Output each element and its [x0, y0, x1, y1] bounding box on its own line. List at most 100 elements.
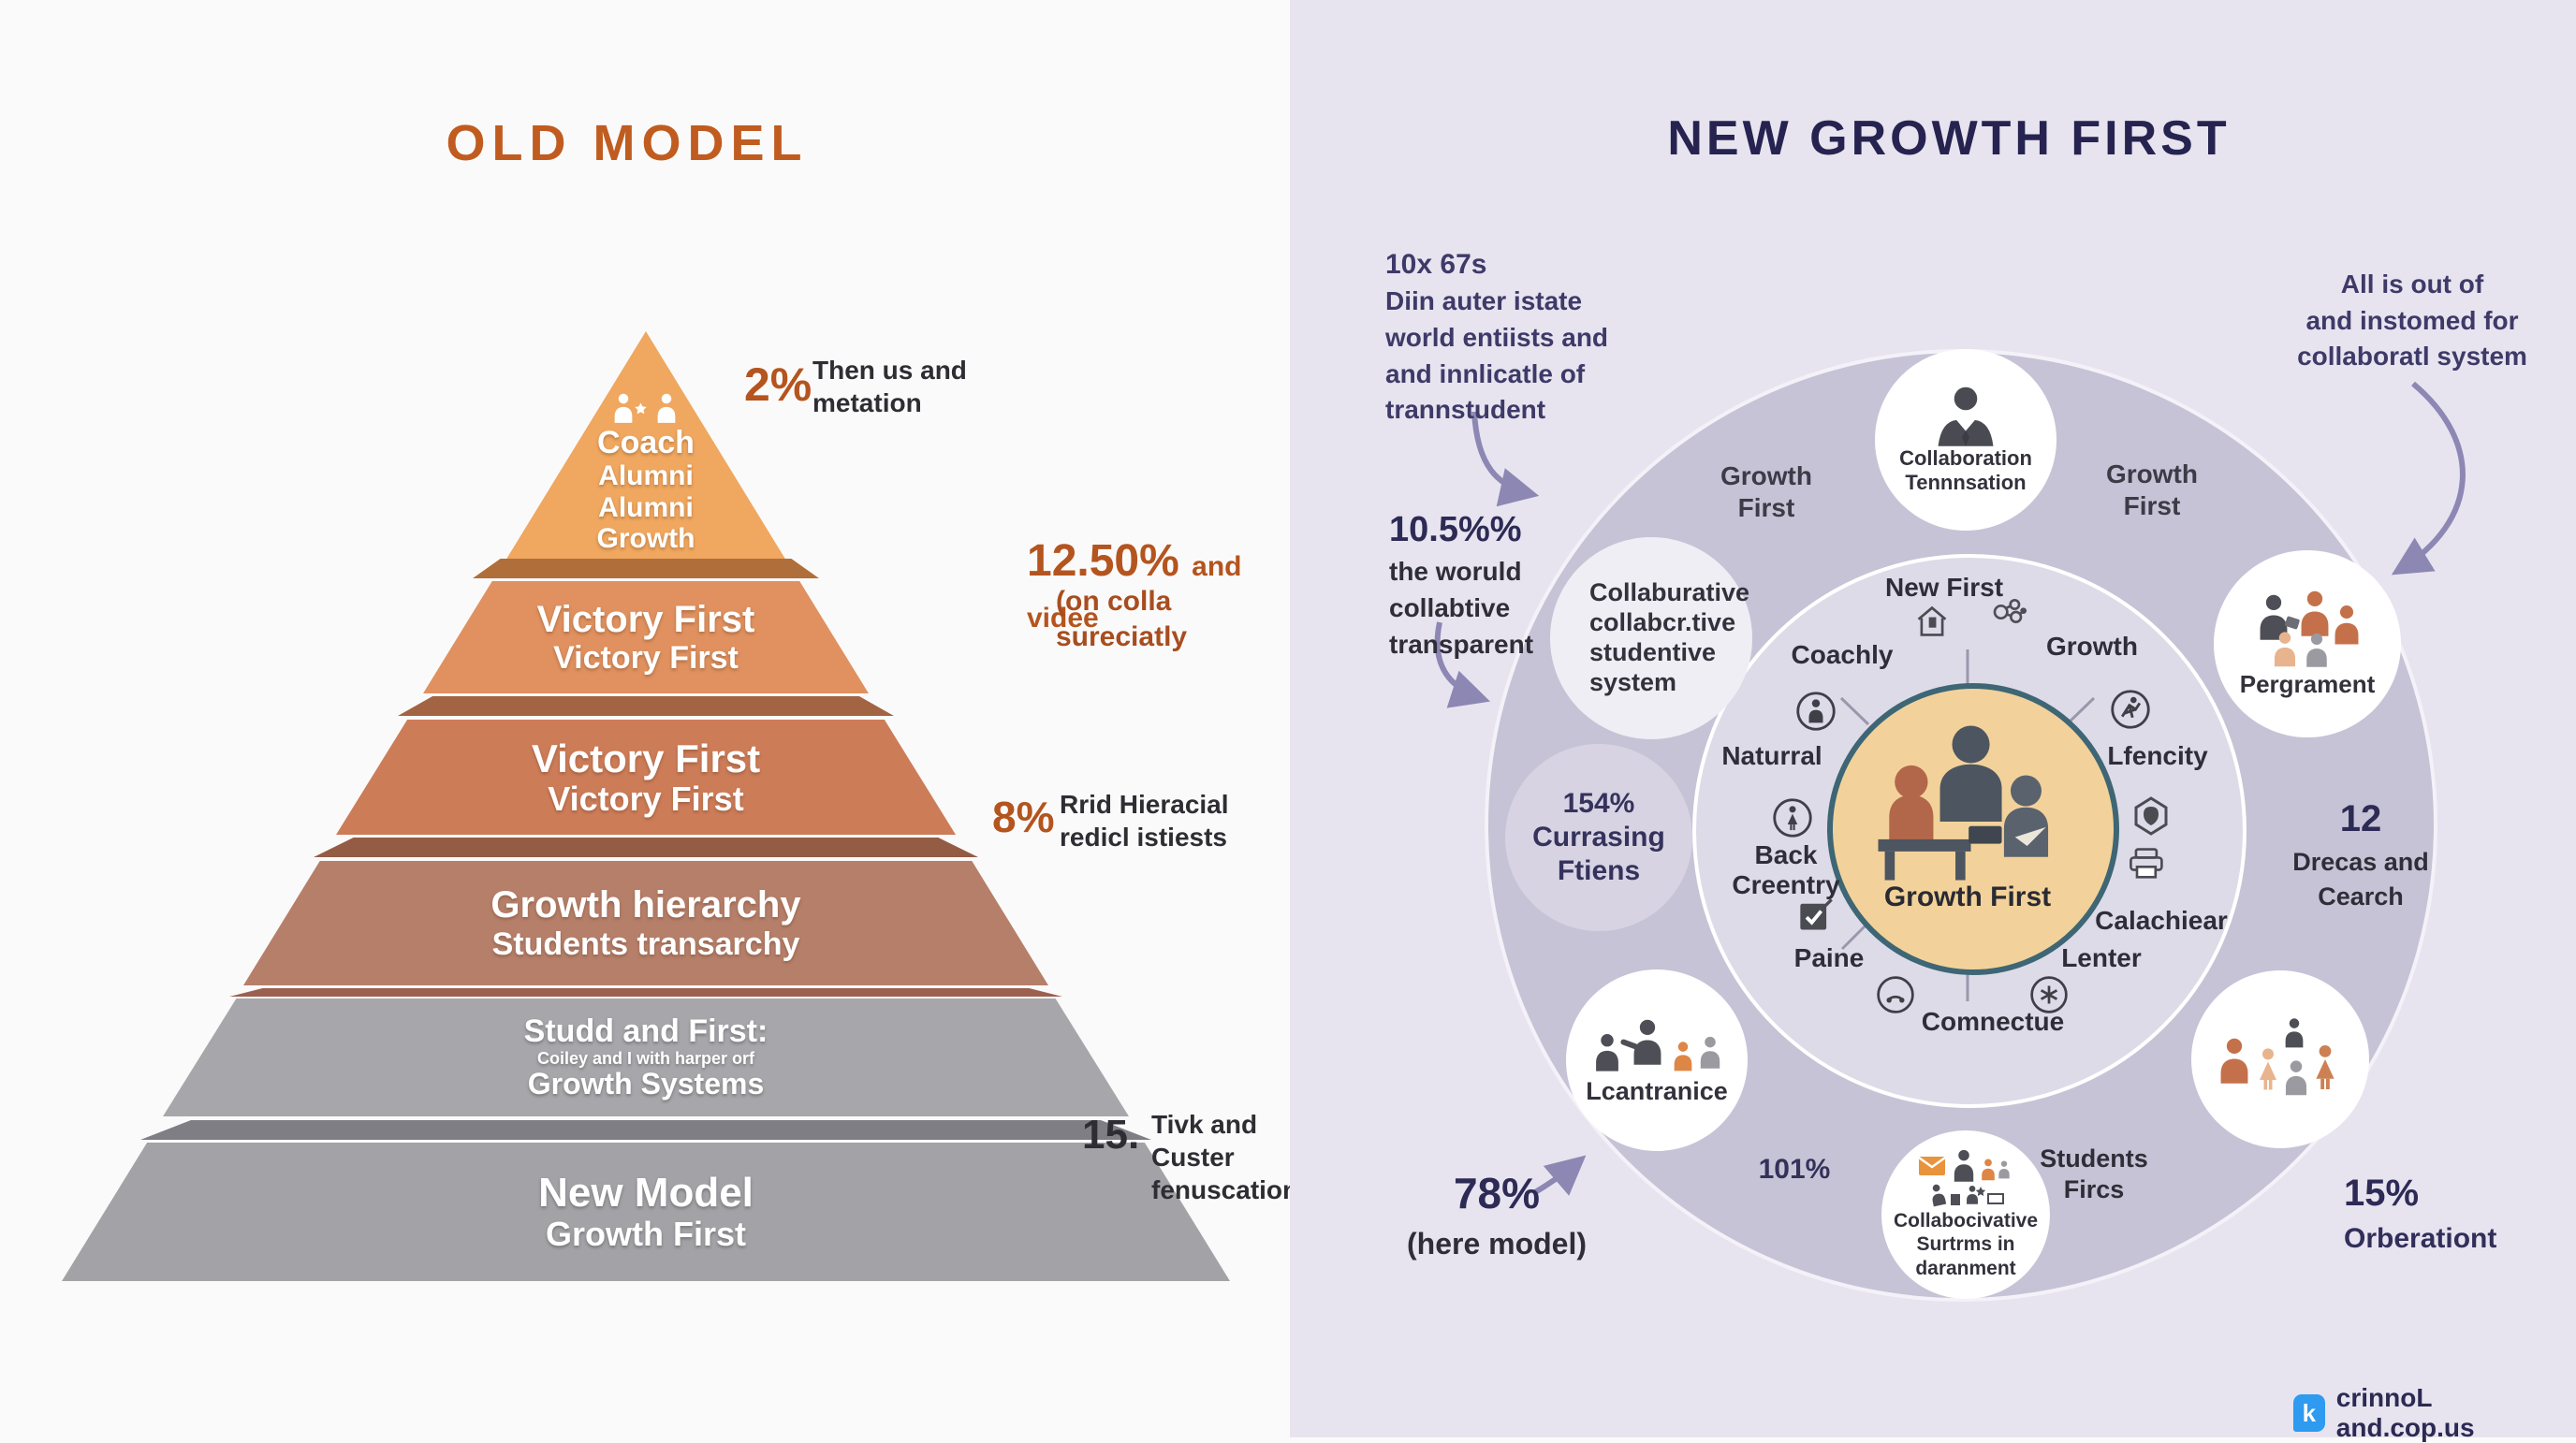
- annotation-line: Tivk and Custer: [1151, 1110, 1258, 1172]
- circle-label-line: daranment: [1915, 1257, 2016, 1279]
- circle-label-line: collabcr.tive: [1589, 608, 1736, 637]
- note-line: trannstudent: [1385, 395, 1546, 425]
- tier-line: Alumni: [598, 460, 694, 492]
- annotation-line: Then us and: [812, 356, 967, 385]
- circle-label-line: Surtrms in: [1916, 1233, 2015, 1256]
- inner-label-back-creentry: Back Creentry: [1720, 840, 1852, 900]
- new-growth-first-title: NEW GROWTH FIRST: [1667, 111, 2231, 166]
- family-group-icon: [2220, 1018, 2334, 1096]
- note-value: 10.5%%: [1389, 510, 1522, 549]
- tier-line: Growth: [596, 523, 695, 555]
- note-value: 78%: [1453, 1169, 1541, 1217]
- note-heading: 10x 67s: [1385, 249, 1487, 280]
- circle-label-line: system: [1589, 667, 1677, 696]
- collaborative-system-circle: Collaburative collabcr.tive studentive s…: [1550, 537, 1752, 739]
- annotation-line: metation: [812, 388, 922, 417]
- note-line: All is out of: [2340, 270, 2484, 299]
- tier-line: Alumni: [598, 491, 694, 523]
- inner-label-coachly: Coachly: [1791, 640, 1894, 669]
- team-at-desk-icon: [1878, 725, 2049, 881]
- note-line: Diin auter istate: [1385, 286, 1583, 316]
- pyramid-separator: [398, 696, 894, 716]
- asterisk-icon: [2030, 976, 2068, 1013]
- pyramid-tier-5: Studd and First: Coiley and I with harpe…: [163, 998, 1129, 1116]
- ring-label-101: 101%: [1758, 1154, 1831, 1185]
- note-value: 15%: [2344, 1173, 2420, 1214]
- annotation-line: (on colla sureciatly: [1056, 586, 1188, 652]
- circle-label: Pergrament: [2239, 669, 2376, 698]
- inner-label-lfencity: Lfencity: [2107, 741, 2208, 770]
- ring-label-line: Growth: [1720, 461, 1812, 490]
- annotation-text: Then us and metation: [812, 354, 967, 419]
- hexagon-icon: [2134, 796, 2168, 836]
- ring-label-line: Fircs: [2063, 1174, 2125, 1203]
- pyramid-separator: [140, 1120, 1151, 1140]
- pyramid-tier-6: New Model Growth First: [62, 1143, 1230, 1281]
- inner-label-comnectue: Comnectue: [1921, 1007, 2065, 1036]
- collaboration-circle-top: Collaboration Tennnsation: [1875, 349, 2056, 531]
- curved-arrow: [1434, 381, 2466, 1196]
- note-line: world entiists and: [1385, 323, 1609, 353]
- inner-label-naturral: Naturral: [1721, 741, 1822, 770]
- tier-line: Victory First: [531, 736, 761, 780]
- tier-line: Students transarchy: [491, 926, 800, 962]
- pyramid-separator: [314, 838, 978, 857]
- note-line: collaboratl system: [2297, 342, 2527, 372]
- circle-label-line: Collaburative: [1589, 578, 1750, 607]
- circle-label-line: Collabocivative: [1893, 1210, 2039, 1232]
- ring-label-growth-first-right: Growth First: [2082, 459, 2222, 522]
- lcantranice-circle: Lcantranice: [1566, 969, 1748, 1151]
- annotation-value: 2%: [744, 358, 812, 411]
- note-line: transparent: [1389, 629, 1534, 659]
- tier-line: Coach: [597, 425, 695, 461]
- checklist-icon: [1800, 898, 1833, 930]
- people-group-icon: [2260, 590, 2359, 667]
- family-icon: [1596, 1019, 1720, 1071]
- ring-label-line: Students: [2040, 1144, 2148, 1173]
- circle-label-line: Tennnsation: [1905, 471, 2027, 494]
- circle-label: Lcantranice: [1586, 1076, 1728, 1105]
- pyramid-tier-2: Victory First Victory First: [423, 581, 869, 693]
- pergrament-circle: Pergrament: [2214, 550, 2401, 737]
- pyramid-separator: [473, 559, 819, 578]
- tier-line: New Model: [538, 1170, 754, 1217]
- annotation-value: 15.: [1082, 1112, 1140, 1158]
- tier-line: Victory First: [553, 640, 739, 677]
- pyramid-tier-3: Victory First Victory First: [336, 720, 956, 835]
- molecule-icon: [1993, 599, 2027, 623]
- annotation-text: Rrid Hieracial redicl istiests: [1060, 788, 1229, 853]
- old-model-title: OLD MODEL: [446, 115, 809, 171]
- printer-icon: [2130, 848, 2163, 879]
- annotation-suffix: and videe: [1027, 551, 1242, 634]
- arrows-layer: [1434, 381, 2466, 1196]
- note-right-side: 12 Drecas and Cearch: [2281, 794, 2440, 915]
- tier-line: Growth hierarchy: [490, 884, 801, 926]
- phone-icon: [1877, 976, 1914, 1013]
- stat-value: 154%: [1562, 788, 1635, 819]
- note-line: the woruld: [1389, 557, 1522, 587]
- stat-line: Ftiens: [1557, 855, 1641, 886]
- note-line: and instomed for: [2305, 305, 2519, 335]
- inner-label-calachiear: Calachiear: [2095, 906, 2228, 935]
- center-label: Growth First: [1883, 882, 2052, 912]
- annotation-line: fenuscation: [1151, 1175, 1299, 1204]
- annotation-line: redicl istiests: [1060, 823, 1227, 852]
- new-growth-first-panel: NEW GROWTH FIRST 154% Currasing Ftiens: [1290, 0, 2576, 1442]
- annotation-value: 8%: [992, 793, 1055, 841]
- inner-label-paine: Paine: [1793, 943, 1865, 972]
- annotation-text: (on colla sureciatly: [1056, 584, 1290, 654]
- inner-label-growth: Growth: [2046, 632, 2138, 661]
- note-caption: Orberationt: [2344, 1223, 2497, 1255]
- annotation-line: Rrid Hieracial: [1060, 790, 1229, 819]
- tier-line: Coiley and I with harper orf: [536, 1049, 755, 1069]
- watermark-text: crinnoL and.cop.us: [2335, 1383, 2475, 1442]
- note-mid-left: 10.5%% the woruld collabtive transparent: [1389, 505, 1670, 663]
- tier-line: Victory First: [536, 598, 755, 640]
- note-line: Drecas and: [2292, 848, 2429, 877]
- annotation-percent: 12.50%: [1027, 536, 1179, 586]
- circle-label-line: Collaboration: [1899, 446, 2032, 470]
- tier-line: Studd and First:: [523, 1013, 768, 1049]
- students-family-circle: [2191, 970, 2369, 1148]
- inner-label-new-first: New First: [1884, 573, 2004, 602]
- tier-line: Victory First: [548, 779, 744, 818]
